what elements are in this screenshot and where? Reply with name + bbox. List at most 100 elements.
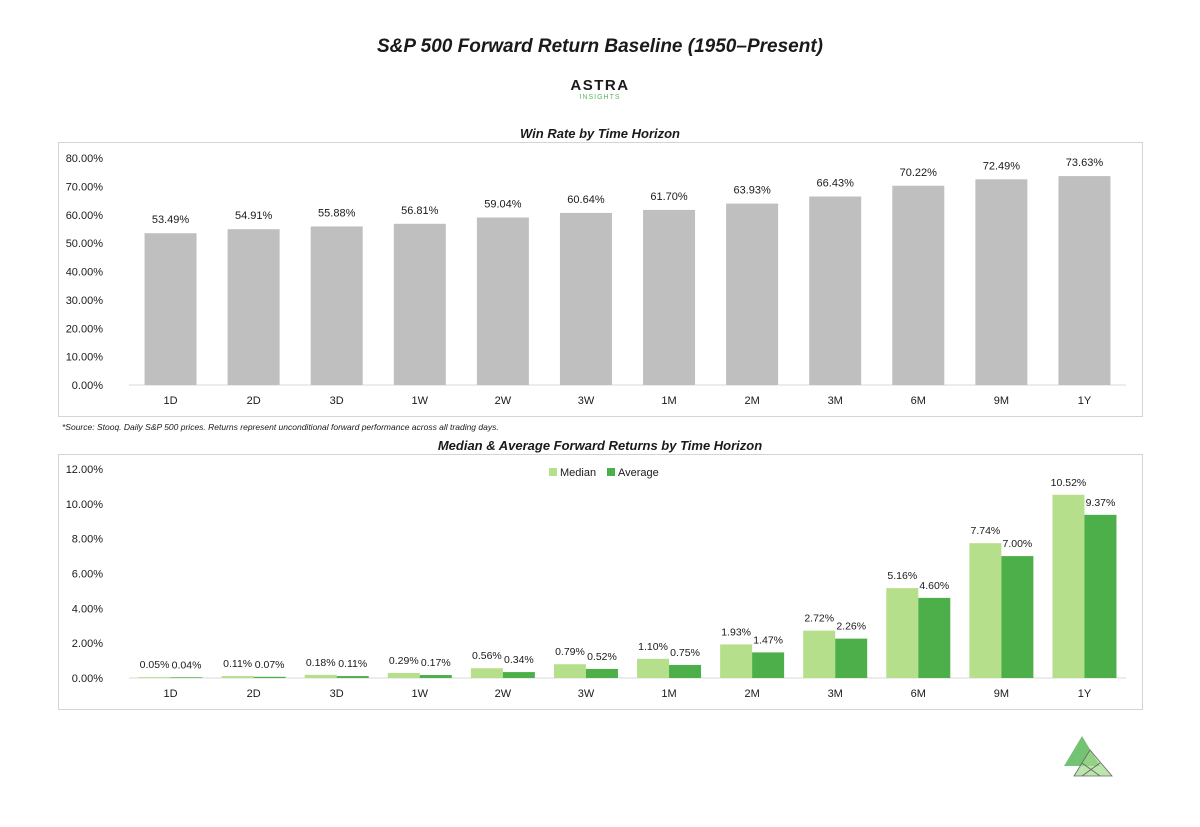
x-tick-label: 1Y	[1078, 688, 1092, 700]
returns-chart-svg: 0.00% 2.00% 4.00% 6.00% 8.00% 10.00% 12.00% Med…	[66, 464, 1126, 700]
win-rate-bar	[559, 212, 612, 385]
average-data-label: 2.26%	[836, 621, 866, 633]
win-rate-chart-title: Win Rate by Time Horizon	[520, 126, 680, 141]
average-bar	[752, 652, 785, 678]
median-data-label: 10.52%	[1051, 477, 1087, 489]
x-tick-label: 3W	[578, 395, 595, 407]
median-data-label: 0.79%	[555, 646, 585, 658]
average-data-label: 0.17%	[421, 657, 451, 669]
win-rate-bar	[144, 233, 197, 385]
x-tick-label: 1W	[412, 688, 429, 700]
average-bar	[502, 672, 535, 678]
average-bar	[336, 676, 369, 678]
y-tick-label: 0.00%	[72, 673, 103, 685]
data-label: 53.49%	[152, 214, 190, 226]
median-bar	[304, 674, 337, 678]
x-tick-label: 6M	[911, 688, 926, 700]
median-data-label: 0.29%	[389, 655, 419, 667]
y-tick-label: 10.00%	[66, 352, 104, 364]
average-data-label: 4.60%	[919, 580, 949, 592]
x-tick-label: 1M	[661, 688, 676, 700]
y-tick-label: 8.00%	[72, 534, 103, 546]
legend-swatch-average	[607, 468, 615, 476]
median-data-label: 1.93%	[721, 626, 751, 638]
win-rate-bar	[476, 217, 529, 385]
data-label: 73.63%	[1066, 157, 1104, 169]
y-tick-label: 10.00%	[66, 499, 104, 511]
x-tick-label: 2D	[247, 688, 261, 700]
triangle-logo-icon	[1064, 736, 1113, 777]
y-tick-label: 60.00%	[66, 210, 104, 222]
y-tick-label: 4.00%	[72, 603, 103, 615]
average-data-label: 0.07%	[255, 659, 285, 671]
x-tick-label: 1M	[661, 395, 676, 407]
x-tick-label: 1D	[164, 688, 178, 700]
median-bar	[886, 588, 919, 678]
y-tick-label: 80.00%	[66, 153, 104, 165]
win-rate-bar	[809, 196, 862, 385]
win-rate-bar	[975, 179, 1028, 385]
brand-subtitle: INSIGHTS	[579, 94, 621, 101]
average-data-label: 0.34%	[504, 654, 534, 666]
average-data-label: 7.00%	[1002, 538, 1032, 550]
median-data-label: 0.18%	[306, 657, 336, 669]
average-bar	[253, 676, 286, 678]
win-rate-chart-svg: 0.00% 10.00% 20.00% 30.00% 40.00% 50.00% 60.00…	[66, 153, 1126, 407]
median-bar	[221, 676, 254, 678]
x-tick-label: 3M	[828, 688, 843, 700]
data-label: 55.88%	[318, 207, 356, 219]
average-data-label: 9.37%	[1086, 497, 1116, 509]
x-tick-label: 3M	[828, 395, 843, 407]
y-tick-label: 0.00%	[72, 380, 103, 392]
x-tick-label: 3W	[578, 688, 595, 700]
legend-swatch-median	[549, 468, 557, 476]
x-tick-label: 2W	[495, 688, 512, 700]
win-rate-chart: 0.00% 10.00% 20.00% 30.00% 40.00% 50.00% 60.00…	[58, 142, 1143, 417]
median-data-label: 0.56%	[472, 650, 502, 662]
x-tick-label: 2M	[744, 688, 759, 700]
median-data-label: 2.72%	[804, 613, 834, 625]
average-data-label: 0.52%	[587, 651, 617, 663]
data-label: 59.04%	[484, 198, 522, 210]
median-data-label: 5.16%	[887, 570, 917, 582]
median-bar	[969, 543, 1002, 678]
median-bar	[720, 644, 753, 678]
y-tick-label: 12.00%	[66, 464, 104, 476]
x-tick-label: 2D	[247, 395, 261, 407]
win-rate-bar	[1058, 176, 1111, 385]
median-data-label: 7.74%	[970, 525, 1000, 537]
x-tick-label: 1Y	[1078, 395, 1092, 407]
data-label: 56.81%	[401, 205, 439, 217]
x-tick-label: 9M	[994, 395, 1009, 407]
median-bar	[1052, 494, 1085, 678]
median-data-label: 0.05%	[140, 659, 170, 671]
average-data-label: 1.47%	[753, 634, 783, 646]
average-data-label: 0.04%	[172, 659, 202, 671]
median-bar	[138, 677, 171, 678]
x-tick-label: 6M	[911, 395, 926, 407]
y-tick-label: 30.00%	[66, 295, 104, 307]
legend-label-median: Median	[560, 467, 596, 479]
y-tick-label: 2.00%	[72, 638, 103, 650]
x-tick-label: 9M	[994, 688, 1009, 700]
x-tick-label: 2W	[495, 395, 512, 407]
x-tick-label: 2M	[744, 395, 759, 407]
x-tick-label: 3D	[330, 395, 344, 407]
returns-chart: 0.00% 2.00% 4.00% 6.00% 8.00% 10.00% 12.00% Med…	[58, 454, 1143, 710]
win-rate-bar	[643, 209, 696, 385]
brand-logo: ASTRA INSIGHTS	[500, 78, 700, 102]
median-bar	[387, 672, 420, 678]
median-bar	[637, 658, 670, 678]
data-label: 61.70%	[650, 191, 688, 203]
median-bar	[803, 630, 836, 678]
data-label: 70.22%	[900, 167, 938, 179]
data-label: 72.49%	[983, 160, 1021, 172]
average-bar	[835, 638, 868, 678]
median-data-label: 1.10%	[638, 641, 668, 653]
y-tick-label: 6.00%	[72, 569, 103, 581]
returns-chart-title: Median & Average Forward Returns by Time…	[437, 438, 763, 453]
x-tick-label: 1W	[412, 395, 429, 407]
page-title: S&P 500 Forward Return Baseline (1950–Pr…	[377, 36, 823, 57]
y-tick-label: 20.00%	[66, 323, 104, 335]
win-rate-bar	[310, 226, 363, 385]
